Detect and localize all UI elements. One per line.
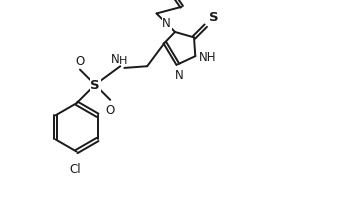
- Text: N: N: [175, 69, 184, 82]
- Text: S: S: [90, 79, 100, 92]
- Text: Cl: Cl: [69, 163, 81, 176]
- Text: N: N: [111, 52, 120, 65]
- Text: NH: NH: [199, 50, 216, 63]
- Text: H: H: [119, 55, 127, 65]
- Text: O: O: [105, 103, 115, 116]
- Text: N: N: [162, 17, 171, 30]
- Text: O: O: [75, 55, 84, 67]
- Text: S: S: [209, 11, 219, 24]
